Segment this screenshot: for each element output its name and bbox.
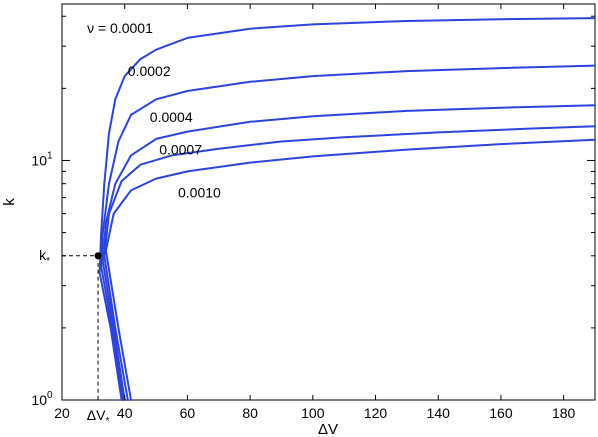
x-tick-label: 100 <box>301 405 325 421</box>
marker-x-label: ΔV* <box>87 407 110 427</box>
x-tick-label: 60 <box>180 405 196 421</box>
x-tick-label: 80 <box>242 405 258 421</box>
x-axis-label: ΔV <box>318 421 338 437</box>
y-tick-label-exp: 1 <box>47 150 53 161</box>
plot-area <box>61 3 596 401</box>
curve-4 <box>103 125 596 401</box>
x-tick-label: 20 <box>54 405 70 421</box>
y-tick-label: 101 <box>31 150 53 168</box>
marker-y-label-base: k <box>39 247 47 263</box>
x-tick-label: 120 <box>364 405 388 421</box>
x-tick-label: 160 <box>489 405 513 421</box>
curve-label-5: 0.0010 <box>178 185 221 201</box>
curves <box>98 17 596 401</box>
curve-label-2: 0.0002 <box>128 63 171 79</box>
marker-y-label-sub: * <box>46 256 50 267</box>
curve-3 <box>101 104 596 401</box>
curve-label-4: 0.0007 <box>159 141 202 157</box>
marker-x-label-sub: * <box>105 416 109 427</box>
y-tick-label-exp: 0 <box>47 390 53 401</box>
x-tick-label: 180 <box>552 405 576 421</box>
curve-label-3: 0.0004 <box>150 109 193 125</box>
curve-5 <box>104 138 596 401</box>
curve-1 <box>98 17 596 401</box>
x-axis-ticks: 20 40 60 80 100 120 140 160 180 <box>54 4 576 421</box>
marker-point <box>94 252 102 260</box>
marker-y-label: k* <box>39 247 50 267</box>
curve-labels: ν = 0.0001 0.0002 0.0004 0.0007 0.0010 <box>87 20 221 200</box>
marker-group <box>62 252 102 400</box>
marker-x-label-base: ΔV <box>87 407 106 423</box>
curve-2 <box>100 64 596 401</box>
y-axis-label: k <box>1 198 18 206</box>
curve-label-1: ν = 0.0001 <box>87 20 153 36</box>
x-tick-label: 140 <box>427 405 451 421</box>
x-tick-label: 40 <box>117 405 133 421</box>
y-tick-label-base: 10 <box>31 152 47 168</box>
y-tick-label: 100 <box>31 390 53 408</box>
y-tick-label-base: 10 <box>31 392 47 408</box>
